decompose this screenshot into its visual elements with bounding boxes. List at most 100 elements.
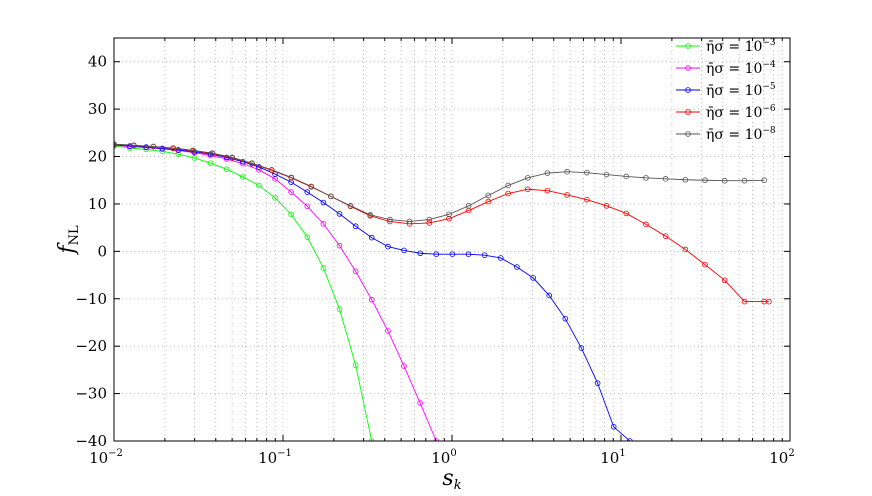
data-point — [623, 173, 630, 180]
data-point — [446, 211, 452, 218]
data-point — [525, 186, 531, 193]
data-point — [623, 210, 630, 217]
data-point — [320, 221, 327, 227]
data-point — [702, 177, 708, 184]
data-point — [741, 177, 748, 184]
data-point — [368, 438, 375, 441]
data-point — [272, 194, 278, 201]
data-point — [207, 160, 214, 166]
y-tick-label: 20 — [88, 148, 107, 166]
series-3 — [114, 141, 772, 305]
legend-marker — [685, 43, 691, 49]
data-point — [336, 242, 343, 249]
data-point — [426, 216, 433, 223]
data-point — [190, 147, 196, 154]
data-point — [433, 251, 440, 257]
y-tick-label: 10 — [88, 195, 107, 213]
series-line — [114, 143, 765, 222]
data-point — [256, 182, 262, 189]
data-point — [721, 177, 728, 184]
data-point — [564, 192, 570, 198]
data-point — [114, 141, 117, 148]
data-point — [492, 477, 497, 482]
y-tick-label: −20 — [75, 337, 107, 355]
data-point — [367, 212, 373, 218]
data-point — [352, 362, 359, 368]
data-point — [682, 176, 689, 183]
data-point — [229, 154, 236, 161]
data-point — [320, 199, 327, 206]
data-point — [584, 196, 590, 203]
data-point — [676, 477, 681, 482]
y-tick-label: −40 — [75, 432, 107, 450]
data-point — [150, 143, 157, 150]
data-point — [352, 223, 359, 230]
data-point — [761, 177, 768, 184]
data-point — [465, 251, 472, 257]
legend-label: η̄σ = 10−5 — [706, 82, 776, 99]
data-point — [385, 243, 391, 250]
data-point — [175, 151, 182, 157]
series-1 — [114, 142, 497, 482]
data-point — [682, 246, 689, 253]
y-axis-label: fNL — [55, 225, 82, 256]
y-tick-label: 40 — [88, 53, 107, 71]
series-0 — [114, 143, 416, 482]
data-point — [465, 203, 472, 209]
data-point — [562, 315, 569, 322]
data-point — [485, 198, 492, 205]
data-point — [411, 477, 416, 482]
data-point — [594, 380, 601, 386]
data-point — [406, 218, 413, 225]
data-point — [368, 296, 375, 303]
data-point — [530, 275, 536, 281]
x-tick-label: 102 — [769, 448, 794, 467]
grid — [114, 38, 790, 441]
data-point — [497, 255, 504, 261]
data-point — [643, 221, 649, 228]
data-point — [466, 477, 471, 482]
data-point — [288, 174, 295, 181]
data-point — [401, 247, 407, 254]
axis-ticks — [113, 38, 791, 442]
data-point — [304, 234, 311, 240]
data-point — [209, 150, 216, 157]
data-point — [449, 251, 456, 257]
data-point — [402, 477, 407, 482]
series-line — [114, 144, 437, 441]
data-point — [401, 363, 407, 369]
x-tick-label: 10−1 — [258, 448, 292, 467]
data-point — [546, 292, 553, 299]
data-point — [170, 145, 176, 151]
data-point — [481, 252, 488, 258]
data-point — [544, 187, 551, 194]
data-point — [525, 175, 531, 181]
data-point — [446, 215, 452, 222]
data-point — [268, 167, 275, 173]
data-point — [417, 250, 423, 257]
legend-label: η̄σ = 10−4 — [706, 60, 776, 77]
data-point — [143, 144, 149, 150]
data-point — [662, 176, 669, 182]
data-point — [387, 218, 393, 225]
data-point — [175, 147, 182, 153]
legend-marker — [685, 131, 691, 137]
legend-marker — [685, 109, 691, 115]
data-point — [336, 211, 343, 217]
x-axis-label: sk — [442, 466, 461, 493]
data-point — [686, 477, 691, 482]
data-point — [417, 400, 423, 406]
legend-marker — [685, 65, 691, 71]
data-point — [627, 438, 633, 441]
data-point — [514, 264, 520, 270]
data-point — [159, 145, 166, 152]
data-point — [660, 477, 665, 482]
data-point — [603, 171, 610, 178]
data-point — [505, 190, 511, 197]
data-point — [352, 268, 359, 275]
data-point — [387, 216, 393, 223]
x-tick-label: 100 — [431, 448, 456, 467]
data-point — [578, 345, 585, 351]
data-point — [239, 174, 246, 180]
legend-label: η̄σ = 10−8 — [706, 126, 776, 143]
